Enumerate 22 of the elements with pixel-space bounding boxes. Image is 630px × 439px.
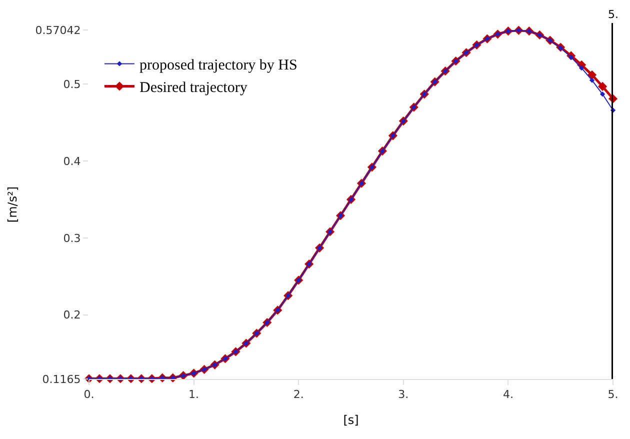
- x-tick-label: 5.: [608, 388, 618, 402]
- x-tick-label: 4.: [502, 388, 514, 402]
- y-tick-label: 0.57042: [35, 24, 81, 37]
- y-tick-label: 0.2: [63, 308, 81, 322]
- x-tick-label: 1.: [188, 388, 200, 402]
- x-tick-label: 3.: [398, 388, 409, 402]
- x-axis-title: [s]: [343, 413, 359, 428]
- x-tick-label: 2.: [293, 388, 304, 402]
- point: [587, 70, 597, 80]
- legend-label: Desired trajectory: [139, 80, 248, 96]
- y-tick-label: 0.3: [63, 232, 81, 245]
- point: [598, 82, 608, 91]
- ref-line-label: 5.: [608, 8, 618, 21]
- y-axis-title: [m/s²]: [6, 186, 20, 223]
- point: [600, 92, 606, 97]
- y-tick-label: 0.5: [63, 78, 81, 91]
- x-tick-label: 0.: [84, 388, 94, 402]
- y-tick-label: 0.4: [63, 154, 81, 168]
- legend-label: proposed trajectory by HS: [139, 58, 298, 74]
- point: [589, 78, 595, 83]
- point: [578, 65, 584, 71]
- y-tick-label: 0.1165: [42, 372, 81, 386]
